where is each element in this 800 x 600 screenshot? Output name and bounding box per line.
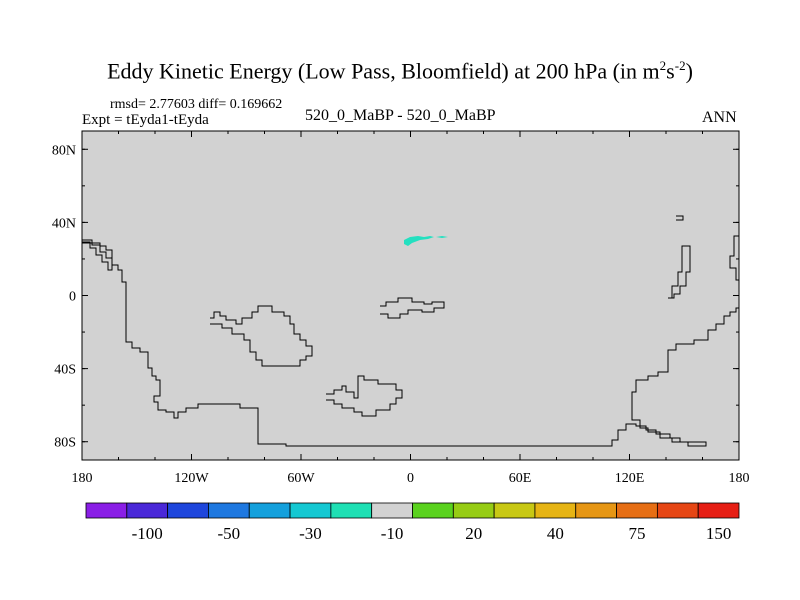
- stats-label: rmsd= 2.77603 diff= 0.169662: [110, 97, 283, 112]
- coastline-east-asia: [668, 245, 691, 299]
- coastline-west-americas: [82, 239, 739, 447]
- season-label: ANN: [702, 109, 737, 126]
- map-plot-area: [82, 131, 739, 460]
- colorbar-swatch: [534, 502, 577, 519]
- colorbar-swatch: [208, 502, 250, 519]
- colorbar-swatch: [452, 502, 495, 519]
- lon-tick-label: 120E: [615, 471, 645, 486]
- lat-tick-label: 80S: [54, 436, 76, 451]
- colorbar-label: 150: [706, 524, 732, 543]
- experiment-label: Expt = tEyda1-tEyda: [82, 112, 209, 128]
- colorbar-swatch: [85, 502, 128, 519]
- colorbar-label: 75: [628, 524, 645, 543]
- lat-tick-label: 80N: [52, 143, 76, 158]
- colorbar-label: 40: [547, 524, 564, 543]
- colorbar-swatch: [697, 502, 740, 519]
- lat-tick-label: 0: [69, 290, 76, 305]
- anomaly-patch: [404, 236, 448, 246]
- lat-tick-label: 40N: [52, 216, 76, 231]
- coastline-island-c: [326, 375, 403, 417]
- coastline-small-island: [676, 215, 684, 221]
- colorbar: -100 -50 -30 -10 20 40 75 150: [85, 502, 740, 543]
- colorbar-swatch: [575, 502, 617, 519]
- lon-tick-label: 180: [729, 471, 750, 486]
- colorbar-swatch: [289, 502, 332, 519]
- colorbar-label: -10: [381, 524, 404, 543]
- map-title: Eddy Kinetic Energy (Low Pass, Bloomfiel…: [107, 58, 693, 84]
- colorbar-label: -30: [299, 524, 322, 543]
- colorbar-label: -100: [132, 524, 163, 543]
- lon-tick-label: 180: [72, 471, 93, 486]
- colorbar-swatch: [616, 502, 658, 519]
- colorbar-swatch: [167, 502, 209, 519]
- coastline-island-b: [380, 297, 445, 319]
- coastline-island-a: [210, 305, 313, 367]
- colorbar-swatch: [248, 502, 291, 519]
- coastline-east-edge: [729, 235, 739, 281]
- lon-tick-label: 60W: [287, 471, 315, 486]
- colorbar-label: -50: [218, 524, 241, 543]
- lon-tick-label: 60E: [509, 471, 532, 486]
- lat-tick-marks: 80N 40N 0 40S 80S: [52, 143, 739, 451]
- colorbar-swatch: [656, 502, 699, 519]
- colorbar-swatch: [126, 502, 169, 519]
- colorbar-swatch: [493, 502, 536, 519]
- lat-tick-label: 40S: [54, 363, 76, 378]
- coastlines: [82, 215, 739, 447]
- colorbar-swatch: [330, 502, 373, 519]
- colorbar-swatch: [371, 502, 413, 519]
- colorbar-label: 20: [465, 524, 482, 543]
- case-label: 520_0_MaBP - 520_0_MaBP: [305, 107, 496, 124]
- coastline-north-americas: [82, 241, 113, 271]
- lon-tick-label: 0: [407, 471, 414, 486]
- colorbar-swatch: [412, 502, 454, 519]
- lon-tick-marks: 180 120W 60W 0 60E 120E 180: [72, 131, 750, 486]
- lon-tick-label: 120W: [174, 471, 209, 486]
